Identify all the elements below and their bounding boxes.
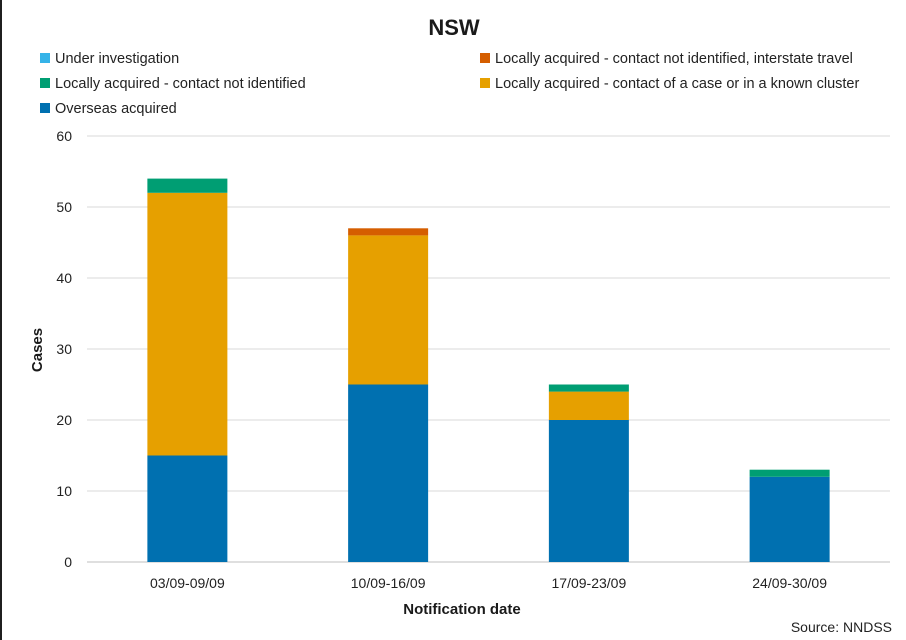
bars: [147, 178, 830, 562]
bar-segment: [548, 391, 629, 420]
legend-label: Under investigation: [55, 51, 179, 67]
legend-swatch: [40, 53, 50, 63]
x-tick-label: 24/09-30/09: [752, 575, 827, 591]
legend: Under investigation Locally acquired - co…: [40, 51, 859, 117]
bar-segment: [147, 192, 228, 456]
legend-swatch: [40, 103, 50, 113]
legend-label: Overseas acquired: [55, 101, 177, 117]
bar-segment: [548, 384, 629, 392]
y-tick-label: 0: [64, 554, 72, 570]
bar-segment: [749, 469, 830, 477]
y-axis-label: Cases: [29, 328, 46, 372]
legend-swatch: [40, 78, 50, 88]
legend-item: Locally acquired - contact not identifie…: [480, 51, 853, 67]
y-tick-label: 40: [56, 270, 72, 286]
legend-label: Locally acquired - contact not identifie…: [495, 51, 853, 67]
legend-item: Locally acquired - contact not identifie…: [40, 76, 306, 92]
bar-segment: [348, 235, 429, 385]
legend-swatch: [480, 53, 490, 63]
legend-item: Under investigation: [40, 51, 179, 67]
legend-swatch: [480, 78, 490, 88]
y-tick-label: 60: [56, 128, 72, 144]
bar-segment: [147, 178, 228, 193]
y-tick-label: 10: [56, 483, 72, 499]
y-tick-label: 30: [56, 341, 72, 357]
x-tick-label: 17/09-23/09: [552, 575, 627, 591]
x-axis-label: Notification date: [403, 601, 521, 618]
legend-label: Locally acquired - contact not identifie…: [55, 76, 306, 92]
x-axis-ticks: 03/09-09/09 10/09-16/09 17/09-23/09 24/09-3…: [150, 575, 827, 591]
legend-item: Locally acquired - contact of a case or …: [480, 76, 859, 92]
y-tick-label: 50: [56, 199, 72, 215]
legend-item: Overseas acquired: [40, 101, 177, 117]
x-tick-label: 03/09-09/09: [150, 575, 225, 591]
bar-segment: [348, 228, 429, 236]
source-note: Source: NNDSS: [791, 619, 892, 635]
bar-segment: [147, 455, 228, 562]
chart-title: NSW: [428, 15, 480, 40]
y-tick-label: 20: [56, 412, 72, 428]
bar-segment: [749, 476, 830, 562]
bar-segment: [548, 420, 629, 562]
bar-segment: [348, 384, 429, 562]
x-tick-label: 10/09-16/09: [351, 575, 426, 591]
legend-label: Locally acquired - contact of a case or …: [495, 76, 859, 92]
y-axis-ticks: 0 10 20 30 40 50 60: [56, 128, 72, 570]
